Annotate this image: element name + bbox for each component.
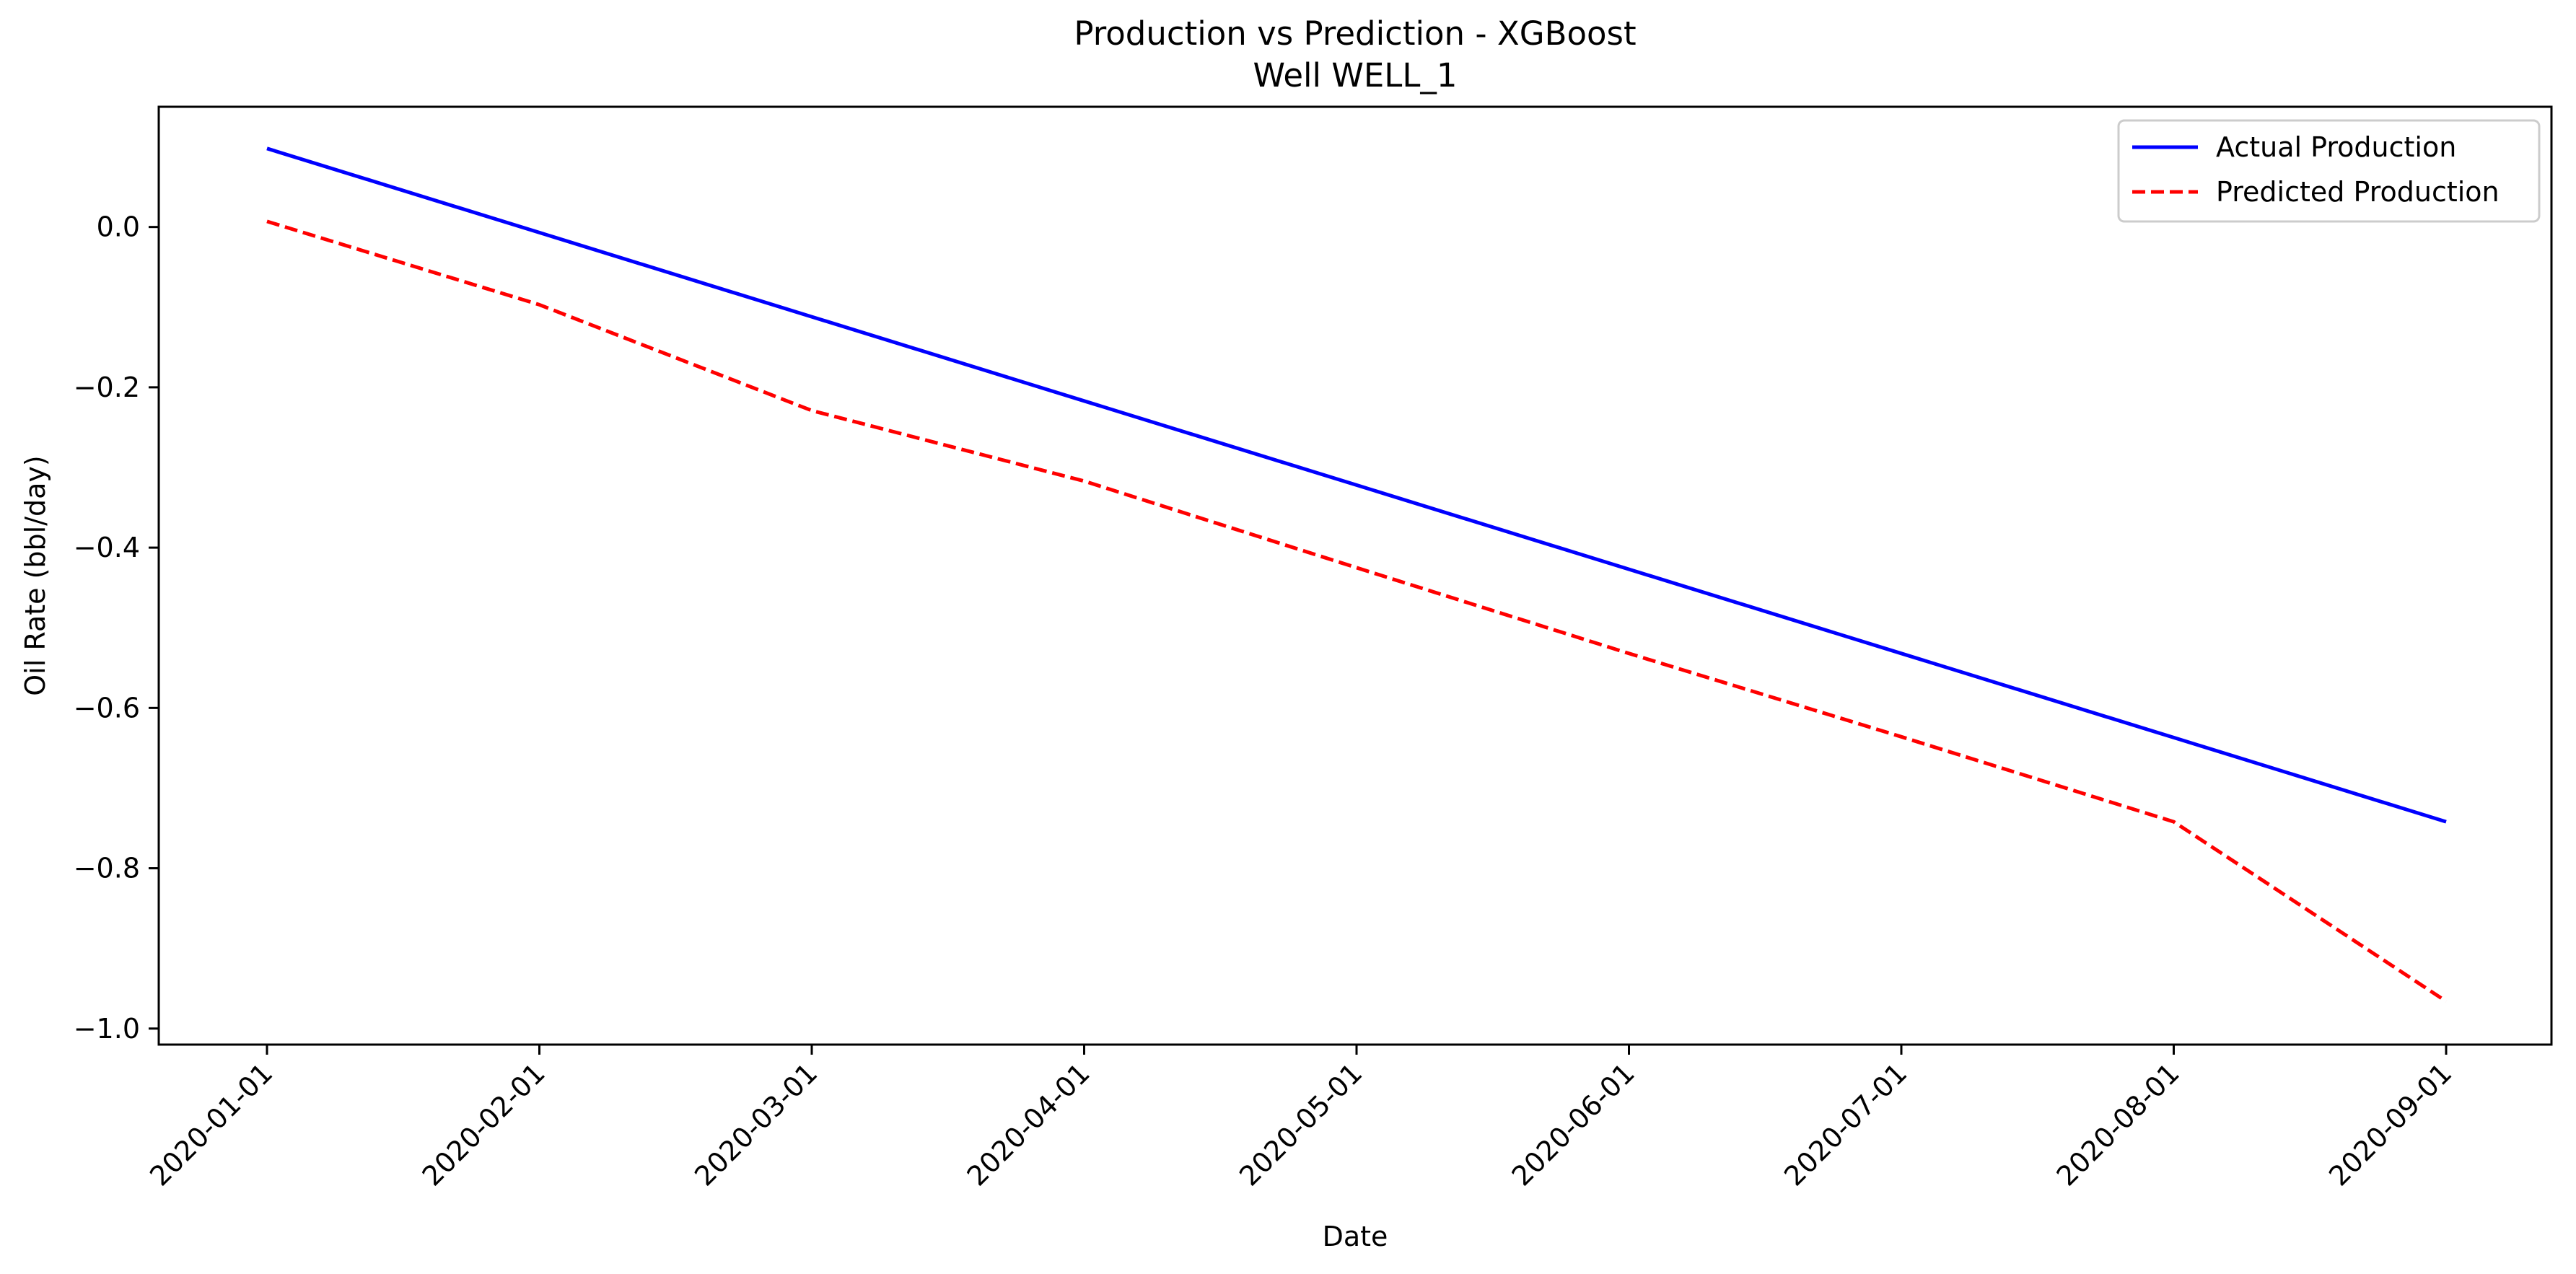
y-tick-label: 0.0 bbox=[97, 211, 140, 243]
plot-area bbox=[266, 146, 2448, 1003]
legend-frame bbox=[2117, 119, 2541, 223]
chart-subtitle: Well WELL_1 bbox=[1253, 56, 1457, 95]
y-tick-label: −0.6 bbox=[74, 692, 140, 724]
legend-label-actual: Actual Production bbox=[2216, 131, 2456, 163]
plot-frame bbox=[157, 105, 2553, 1046]
y-tick-label: −1.0 bbox=[74, 1013, 140, 1045]
chart-title: Production vs Prediction - XGBoost bbox=[1074, 14, 1636, 53]
y-tick-label: −0.8 bbox=[74, 853, 140, 884]
y-axis: 0.0 −0.2 −0.4 −0.6 −0.8 −1.0 bbox=[74, 211, 159, 1045]
series-line-predicted bbox=[266, 219, 2448, 1003]
y-tick-label: −0.2 bbox=[74, 372, 140, 403]
legend-label-predicted: Predicted Production bbox=[2216, 176, 2500, 208]
x-axis-label: Date bbox=[1323, 1221, 1388, 1252]
legend: Actual Production Predicted Production bbox=[2117, 119, 2541, 223]
series-line-actual bbox=[266, 146, 2447, 824]
y-axis-label: Oil Rate (bbl/day) bbox=[19, 455, 51, 695]
y-tick-label: −0.4 bbox=[74, 532, 140, 563]
